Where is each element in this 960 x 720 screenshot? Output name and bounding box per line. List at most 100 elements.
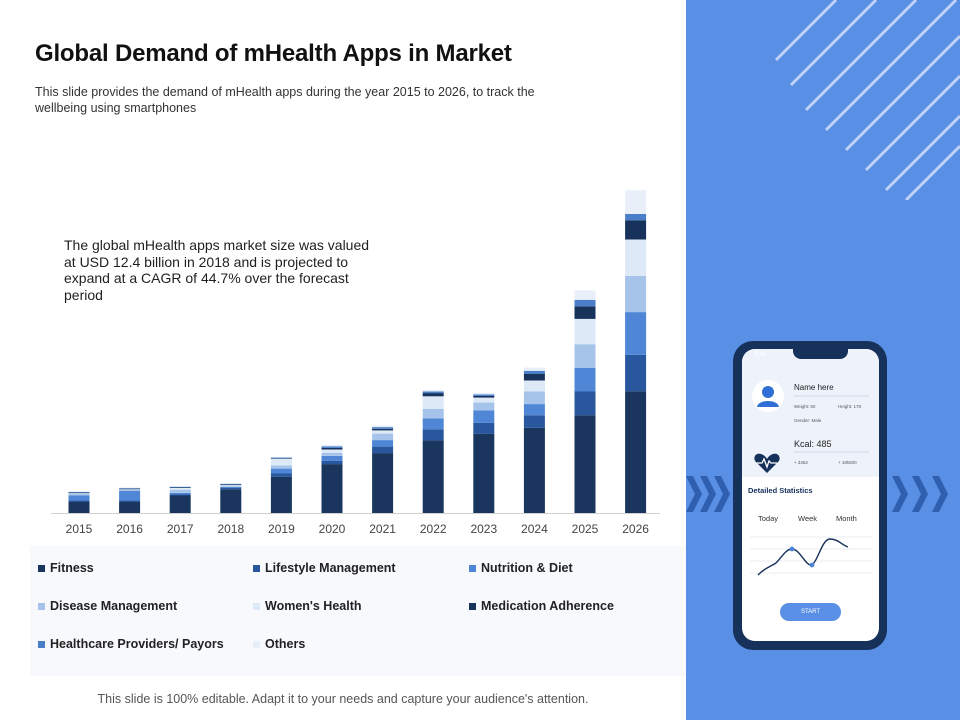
bar-segment bbox=[473, 396, 495, 398]
legend-swatch bbox=[469, 602, 476, 610]
bar-segment bbox=[372, 446, 394, 454]
bar-segment bbox=[574, 318, 596, 345]
bar-segment bbox=[321, 447, 343, 450]
profile-name: Name here bbox=[794, 383, 834, 392]
x-tick-label: 2016 bbox=[116, 522, 143, 536]
legend-label: Women's Health bbox=[265, 599, 362, 613]
x-tick-label: 2022 bbox=[420, 522, 447, 536]
stat-a: + 3462 bbox=[794, 460, 808, 465]
footer-note: This slide is 100% editable. Adapt it to… bbox=[97, 692, 589, 706]
bar-segment bbox=[220, 485, 242, 487]
profile-divider bbox=[794, 395, 869, 397]
bar-segment bbox=[422, 409, 444, 419]
x-tick-label: 2018 bbox=[217, 522, 244, 536]
kcal-value: Kcal: 485 bbox=[794, 439, 832, 449]
tab-today[interactable]: Today bbox=[758, 514, 779, 523]
bar-segment bbox=[270, 473, 292, 477]
x-tick-label: 2017 bbox=[167, 522, 194, 536]
bar-segment bbox=[220, 489, 242, 513]
bar-segment bbox=[473, 422, 495, 434]
bar-segment bbox=[625, 391, 647, 513]
legend-label: Healthcare Providers/ Payors bbox=[50, 637, 224, 651]
legend-label: Disease Management bbox=[50, 599, 178, 613]
x-tick-label: 2020 bbox=[319, 522, 346, 536]
bar-segment bbox=[270, 458, 292, 459]
legend-swatch bbox=[253, 602, 260, 610]
legend-swatch bbox=[38, 640, 45, 648]
bar-segment bbox=[169, 487, 191, 488]
chevron-arrows-left-icon bbox=[686, 476, 730, 512]
bar-segment bbox=[220, 486, 242, 488]
bar-segment bbox=[523, 404, 545, 416]
x-tick-label: 2023 bbox=[470, 522, 497, 536]
bar-segment bbox=[372, 433, 394, 441]
bar-segment bbox=[119, 491, 141, 501]
bar-segment bbox=[119, 490, 141, 491]
statistics-line-graph bbox=[750, 536, 872, 576]
detailed-statistics-heading: Detailed Statistics bbox=[748, 486, 813, 495]
legend-item: Disease Management bbox=[38, 599, 177, 613]
bar-segment bbox=[321, 452, 343, 456]
legend-item: Others bbox=[253, 637, 305, 651]
bar-segment bbox=[422, 418, 444, 430]
bar-segment bbox=[523, 370, 545, 374]
bar-segment bbox=[169, 488, 191, 490]
bar-segment bbox=[220, 487, 242, 490]
x-tick-label: 2021 bbox=[369, 522, 396, 536]
phone-notch bbox=[793, 349, 848, 359]
legend-item: Fitness bbox=[38, 561, 94, 575]
bar-segment bbox=[372, 440, 394, 447]
bar-segment bbox=[68, 492, 90, 494]
bar-segment bbox=[523, 427, 545, 513]
bar-segment bbox=[625, 220, 647, 240]
bar-segment bbox=[119, 487, 141, 488]
bar-segment bbox=[119, 488, 141, 489]
bar-group bbox=[68, 190, 647, 513]
x-tick-label: 2024 bbox=[521, 522, 548, 536]
bar-segment bbox=[169, 495, 191, 513]
bar-segment bbox=[523, 391, 545, 405]
bar-segment bbox=[169, 492, 191, 495]
profile-height: Height: 178 bbox=[838, 404, 862, 409]
profile-weight: Weight: 60 bbox=[794, 404, 816, 409]
bar-segment bbox=[625, 275, 647, 313]
bar-segment bbox=[574, 367, 596, 392]
x-tick-label: 2015 bbox=[66, 522, 93, 536]
bar-segment bbox=[625, 213, 647, 221]
bar-segment bbox=[523, 374, 545, 381]
legend-label: Others bbox=[265, 637, 306, 651]
start-button[interactable]: START bbox=[780, 603, 841, 621]
bar-segment bbox=[372, 430, 394, 434]
bar-segment bbox=[473, 402, 495, 411]
profile-gender: Gender: Male bbox=[794, 418, 822, 423]
bar-segment bbox=[119, 489, 141, 490]
tab-week[interactable]: Week bbox=[798, 514, 818, 523]
bar-segment bbox=[473, 397, 495, 403]
bar-segment bbox=[372, 453, 394, 513]
bar-segment bbox=[574, 306, 596, 319]
tab-month[interactable]: Month bbox=[836, 514, 857, 523]
bar-segment bbox=[372, 427, 394, 429]
bar-segment bbox=[625, 239, 647, 276]
bar-segment bbox=[473, 433, 495, 513]
stacked-bar-chart: 2015 2016 2017 2018 2019 2020 2021 2022 2023 2024… bbox=[51, 190, 660, 536]
bar-segment bbox=[321, 449, 343, 453]
bar-segment bbox=[574, 290, 596, 300]
bar-segment bbox=[321, 446, 343, 448]
bar-segment bbox=[625, 190, 647, 214]
x-tick-label: 2019 bbox=[268, 522, 295, 536]
bar-segment bbox=[372, 428, 394, 431]
legend-item: Nutrition & Diet bbox=[469, 561, 573, 575]
legend-label: Lifestyle Management bbox=[265, 561, 396, 575]
legend-swatch bbox=[38, 602, 45, 610]
bar-segment bbox=[270, 457, 292, 459]
bar-segment bbox=[422, 389, 444, 392]
profile-section bbox=[742, 349, 879, 477]
x-tick-labels: 2015 2016 2017 2018 2019 2020 2021 2022 2023 2024… bbox=[66, 522, 650, 536]
legend-item: Medication Adherence bbox=[469, 599, 614, 613]
bar-segment bbox=[523, 380, 545, 392]
bar-segment bbox=[372, 425, 394, 428]
bar-segment bbox=[169, 494, 191, 496]
bar-segment bbox=[574, 415, 596, 513]
bar-segment bbox=[270, 458, 292, 466]
